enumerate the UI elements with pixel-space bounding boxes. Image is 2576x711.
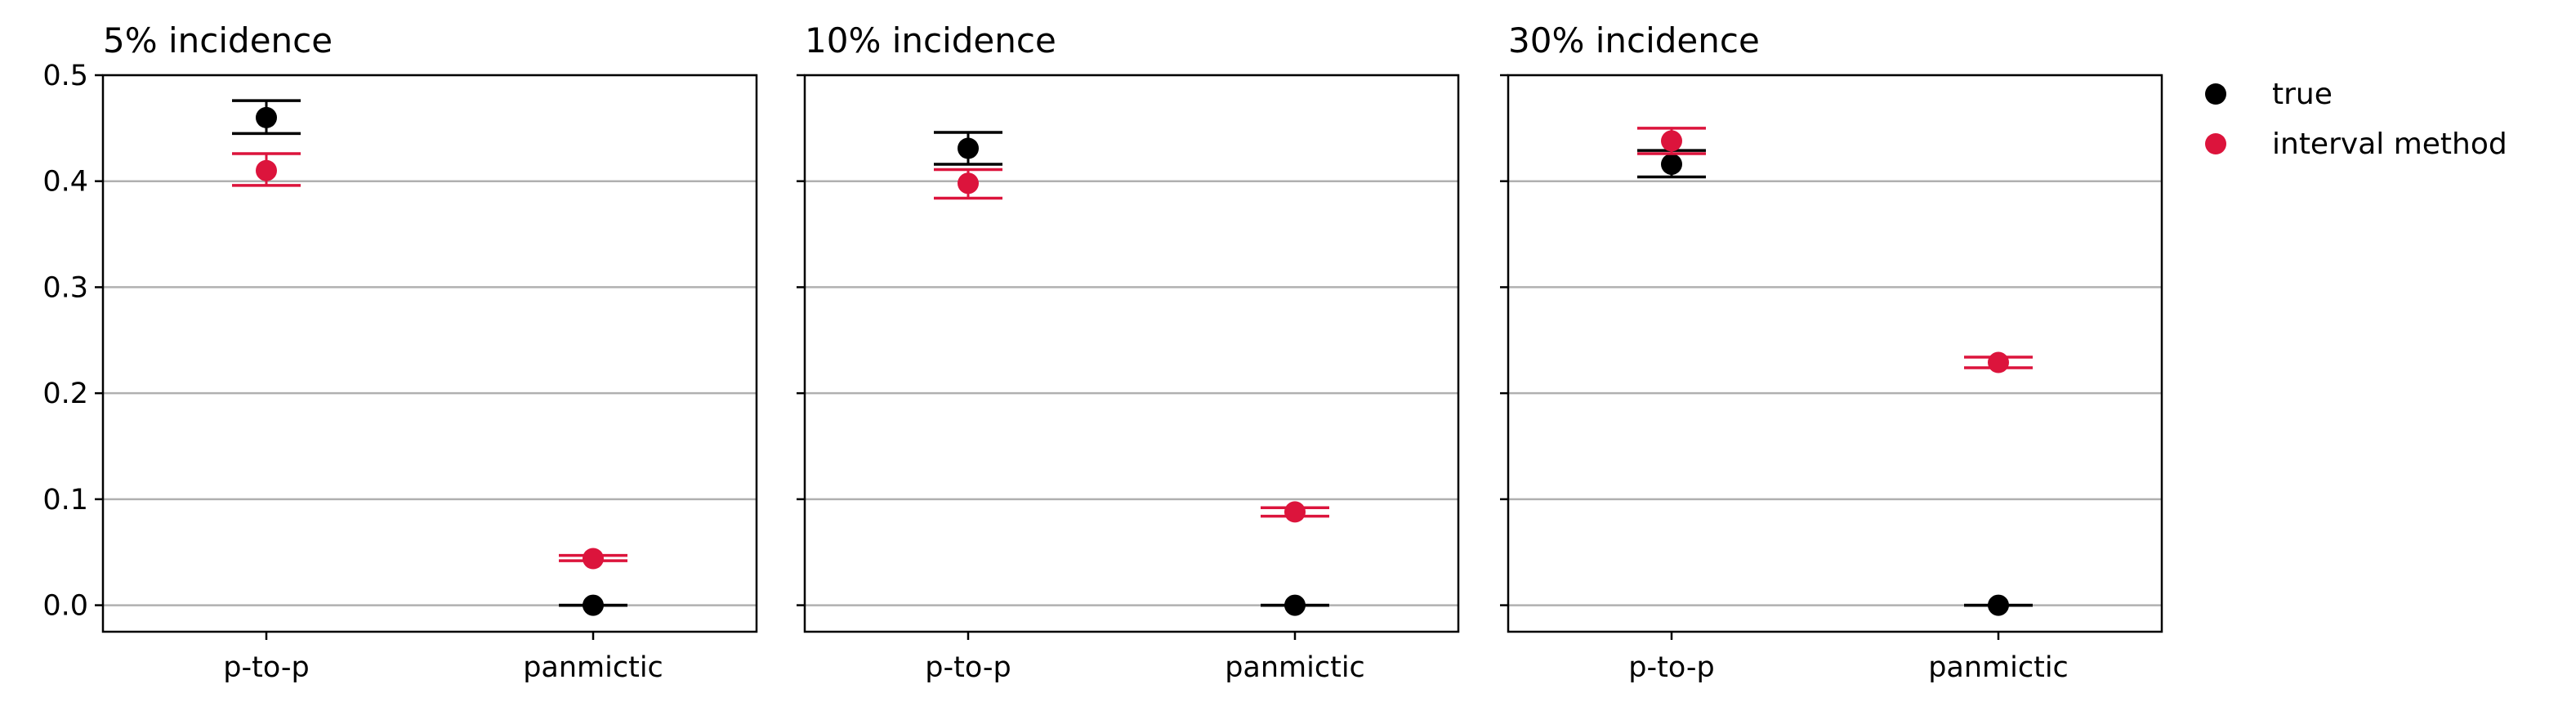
data-point: [1988, 351, 2009, 373]
axes-frame: [803, 74, 1460, 633]
x-tick-label: panmictic: [523, 651, 663, 684]
y-tick-label: 0.0: [42, 590, 88, 623]
data-point: [256, 159, 277, 181]
y-tick-label: 0.1: [42, 484, 88, 516]
data-point: [1661, 153, 1682, 175]
panel-title: 30% incidence: [1508, 20, 1760, 60]
y-tick-label: 0.3: [42, 271, 88, 304]
legend-marker: [2205, 133, 2226, 154]
legend-label: true: [2272, 78, 2333, 111]
panel-title: 5% incidence: [103, 20, 333, 60]
legend-marker: [2205, 83, 2226, 105]
y-tick-label: 0.5: [42, 60, 88, 92]
x-tick-label: p-to-p: [223, 651, 309, 684]
y-tick-label: 0.4: [42, 166, 88, 199]
data-point: [1988, 594, 2009, 616]
legend-label: interval method: [2272, 127, 2507, 161]
data-point: [256, 106, 277, 128]
panel-title: 10% incidence: [805, 20, 1056, 60]
axes-frame: [101, 74, 758, 633]
y-tick-label: 0.2: [42, 378, 88, 410]
x-tick-label: p-to-p: [925, 651, 1011, 684]
data-point: [1661, 130, 1682, 152]
axes-frame: [1507, 74, 2163, 633]
data-point: [583, 548, 604, 570]
data-point: [583, 594, 604, 616]
x-tick-label: panmictic: [1928, 651, 2069, 684]
x-tick-label: panmictic: [1225, 651, 1365, 684]
data-point: [958, 172, 979, 195]
x-tick-label: p-to-p: [1628, 651, 1714, 684]
data-point: [958, 137, 979, 159]
data-point: [1284, 594, 1306, 616]
data-point: [1284, 501, 1306, 523]
